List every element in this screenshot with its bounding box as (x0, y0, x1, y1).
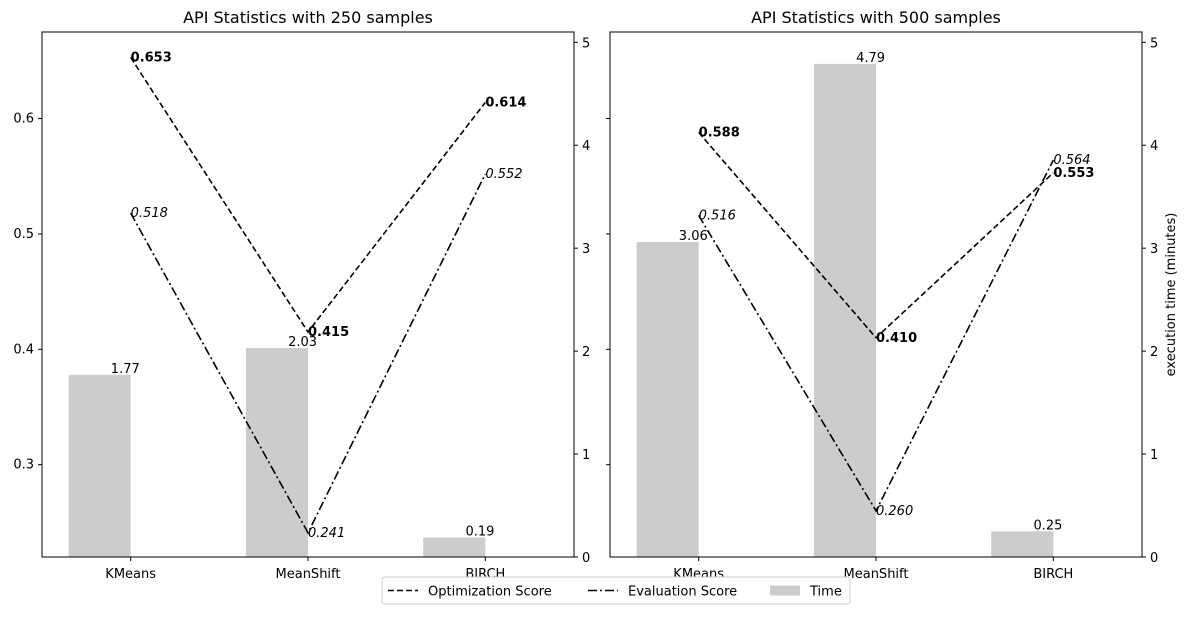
optimization-score-label: 0.415 (308, 325, 349, 340)
right-tick-label: 1 (582, 448, 590, 463)
optimization-score-line (698, 131, 1054, 339)
legend-box (381, 576, 851, 605)
chart-title: API Statistics with 250 samples (183, 8, 433, 27)
optimization-score-label: 0.588 (699, 125, 740, 140)
evaluation-score-label: 0.518 (131, 206, 168, 221)
optimization-score-label: 0.410 (876, 331, 917, 346)
left-tick-label: 0.4 (13, 342, 34, 357)
evaluation-score-line (129, 173, 487, 535)
right-tick-label: 0 (1150, 551, 1158, 566)
right-tick-label: 3 (582, 242, 590, 257)
time-bar-birch (423, 537, 486, 557)
time-bar-meanshift (813, 63, 876, 557)
time-bar-label: 4.79 (856, 51, 885, 66)
evaluation-score-line (697, 159, 1055, 513)
optimization-score-label: 0.614 (485, 95, 526, 110)
time-bar-label: 2.03 (288, 335, 317, 350)
right-tick-label: 4 (1150, 139, 1158, 154)
legend-swatch-time (770, 585, 800, 596)
x-tick-label: MeanShift (844, 567, 909, 582)
right-tick-label: 4 (582, 139, 590, 154)
x-tick-label: MeanShift (276, 567, 341, 582)
time-bar-label: 0.19 (465, 524, 494, 539)
optimization-score-line (129, 56, 486, 334)
right-axis-label: execution time (minutes) (1164, 213, 1179, 377)
optimization-score-label: 0.653 (131, 50, 172, 65)
time-bar-kmeans (68, 374, 131, 557)
evaluation-score-label: 0.564 (1053, 153, 1090, 168)
time-bar-label: 1.77 (111, 362, 140, 377)
x-tick-label: BIRCH (1033, 567, 1073, 582)
time-bar-label: 0.25 (1033, 518, 1062, 533)
right-tick-label: 1 (1150, 448, 1158, 463)
evaluation-score-label: 0.516 (699, 208, 736, 223)
evaluation-score-label: 0.552 (485, 167, 522, 182)
left-tick-label: 0.6 (13, 112, 34, 127)
time-bar-meanshift (245, 348, 308, 557)
left-tick-label: 0.3 (13, 458, 34, 473)
optimization-score-label: 0.553 (1053, 166, 1094, 181)
time-bar-kmeans (636, 242, 699, 557)
right-tick-label: 5 (1150, 36, 1158, 51)
right-tick-label: 3 (1150, 242, 1158, 257)
x-tick-label: KMeans (105, 567, 156, 582)
time-bar-label: 3.06 (679, 229, 708, 244)
right-tick-label: 5 (582, 36, 590, 51)
right-tick-label: 2 (582, 345, 590, 360)
legend-label: Evaluation Score (628, 585, 737, 600)
chart-title: API Statistics with 500 samples (751, 8, 1001, 27)
legend-label: Time (809, 585, 842, 600)
evaluation-score-label: 0.260 (876, 504, 913, 519)
evaluation-score-label: 0.241 (308, 526, 345, 541)
left-tick-label: 0.5 (13, 227, 34, 242)
right-tick-label: 2 (1150, 345, 1158, 360)
legend-label: Optimization Score (428, 585, 552, 600)
time-bar-birch (991, 531, 1054, 557)
right-tick-label: 0 (582, 551, 590, 566)
